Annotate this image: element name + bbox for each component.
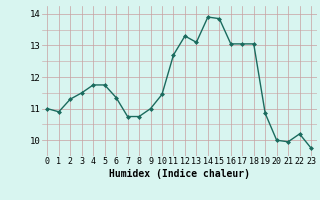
X-axis label: Humidex (Indice chaleur): Humidex (Indice chaleur) bbox=[109, 169, 250, 179]
